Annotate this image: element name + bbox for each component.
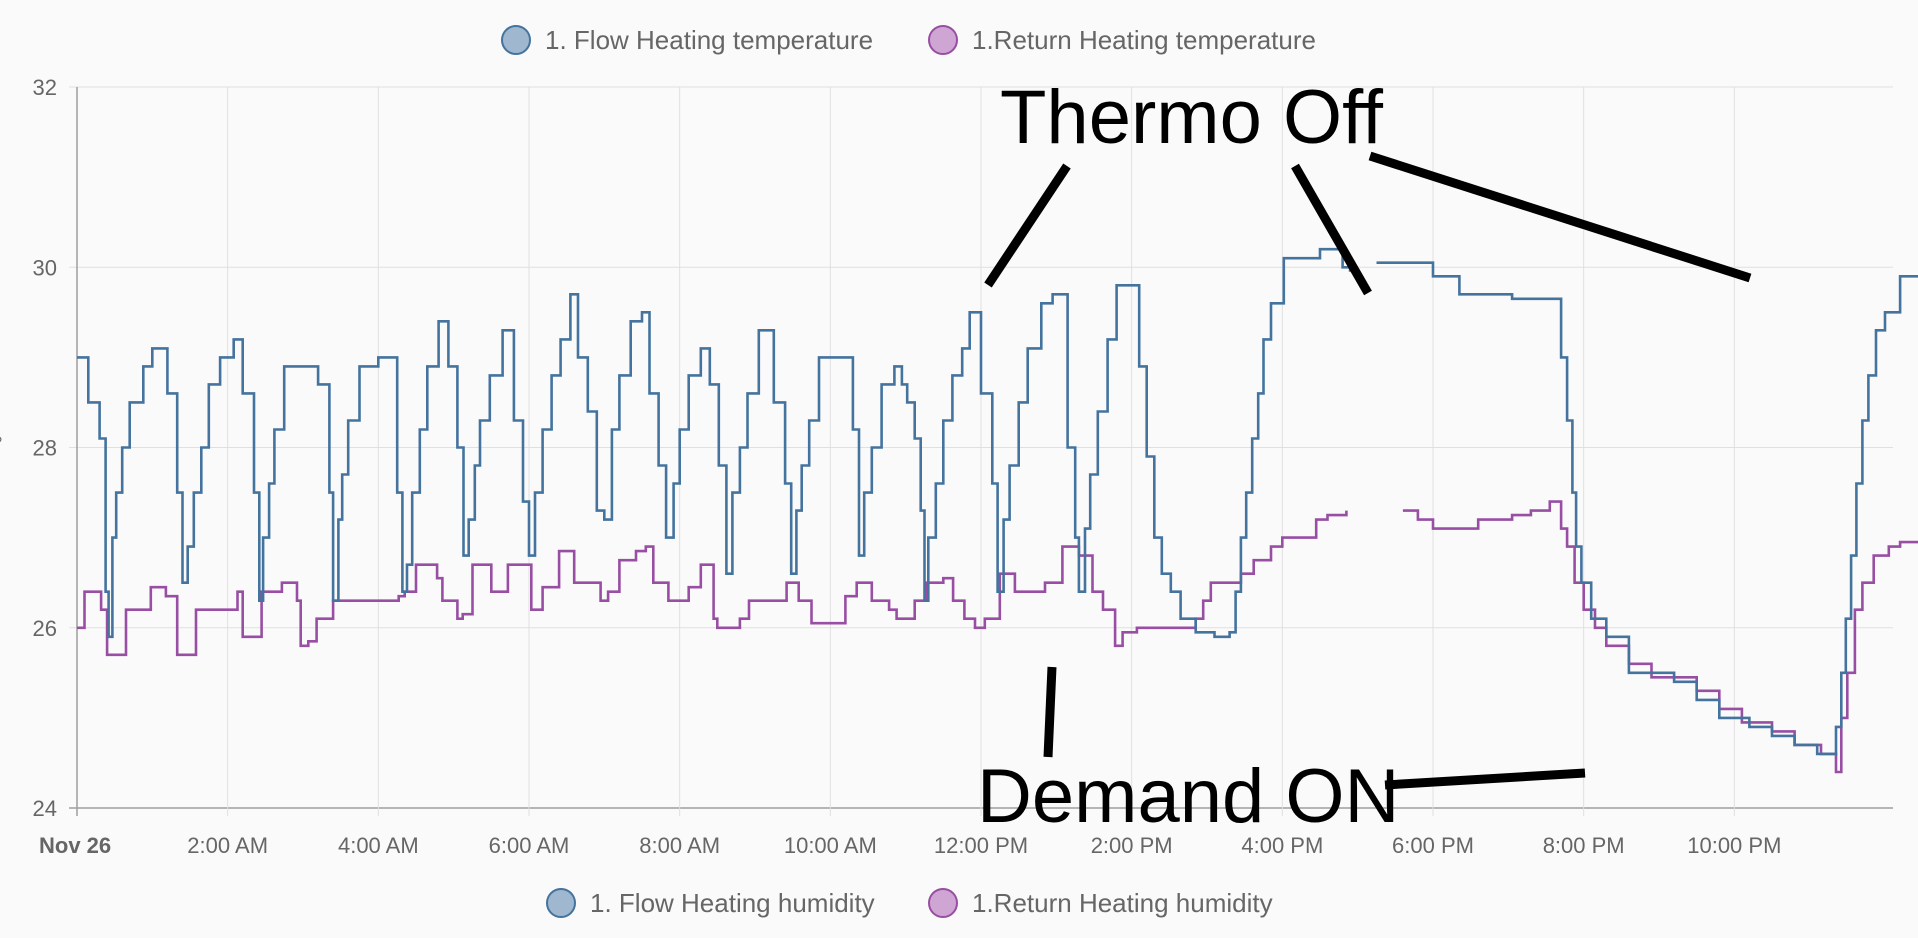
annotation-pointer-line xyxy=(1043,666,1057,758)
legend-label-flow-temperature: 1. Flow Heating temperature xyxy=(545,25,873,55)
annotation-pointer-line xyxy=(1291,163,1372,296)
x-tick-label: Nov 26 xyxy=(39,833,111,858)
x-tick-label: 10:00 PM xyxy=(1687,833,1781,858)
annotation-demand-on-text: Demand ON xyxy=(977,754,1399,839)
legend-bottom: 1. Flow Heating humidity 1.Return Heatin… xyxy=(546,888,1273,918)
x-tick-label: 8:00 PM xyxy=(1543,833,1625,858)
annotation-thermo-off-text: Thermo Off xyxy=(1000,75,1384,160)
annotation-pointer-line xyxy=(1368,151,1752,283)
series-layer xyxy=(77,247,1918,774)
x-tick-label: 10:00 AM xyxy=(784,833,877,858)
legend-swatch-flow-humidity xyxy=(546,888,576,918)
x-tick-label: 2:00 AM xyxy=(187,833,268,858)
x-tick-label: 4:00 AM xyxy=(338,833,419,858)
legend-item-return-humidity[interactable]: 1.Return Heating humidity xyxy=(928,888,1273,918)
x-tick-label: 6:00 AM xyxy=(489,833,570,858)
y-tick-label: 26 xyxy=(33,616,57,641)
annotation-thermo-off: Thermo Off xyxy=(984,75,1752,296)
legend-swatch-flow-temperature xyxy=(501,25,531,55)
x-tick-label: 12:00 PM xyxy=(934,833,1028,858)
legend-swatch-return-humidity xyxy=(928,888,958,918)
x-axis-ticks: Nov 26 2:00 AM 4:00 AM 6:00 AM 8:00 AM 10:00 … xyxy=(39,833,1781,858)
x-tick-label: 2:00 PM xyxy=(1091,833,1173,858)
y-tick-label: 30 xyxy=(33,255,57,280)
x-tick-label: 6:00 PM xyxy=(1392,833,1474,858)
series-line-1-return-heating-temperature xyxy=(77,500,1918,774)
annotation-pointer-line xyxy=(1384,768,1586,790)
annotation-demand-on: Demand ON xyxy=(977,666,1586,839)
legend-label-return-temperature: 1.Return Heating temperature xyxy=(972,25,1316,55)
grid xyxy=(69,86,1893,816)
y-axis-ticks: 24 26 28 30 32 xyxy=(33,75,57,821)
legend-label-flow-humidity: 1. Flow Heating humidity xyxy=(590,888,875,918)
y-tick-label: 32 xyxy=(33,75,57,100)
legend-label-return-humidity: 1.Return Heating humidity xyxy=(972,888,1273,918)
y-tick-label: 24 xyxy=(33,796,57,821)
annotation-pointer-line xyxy=(984,163,1071,288)
y-tick-label: 28 xyxy=(33,436,57,461)
legend-item-flow-humidity[interactable]: 1. Flow Heating humidity xyxy=(546,888,875,918)
legend-top: 1. Flow Heating temperature 1.Return Hea… xyxy=(501,25,1316,55)
x-tick-label: 8:00 AM xyxy=(639,833,720,858)
legend-item-return-temperature[interactable]: 1.Return Heating temperature xyxy=(928,25,1316,55)
x-tick-label: 4:00 PM xyxy=(1241,833,1323,858)
legend-swatch-return-temperature xyxy=(928,25,958,55)
y-axis-label: ° xyxy=(0,432,3,457)
series-line-1-flow-heating-temperature xyxy=(77,247,1918,756)
legend-item-flow-temperature[interactable]: 1. Flow Heating temperature xyxy=(501,25,873,55)
